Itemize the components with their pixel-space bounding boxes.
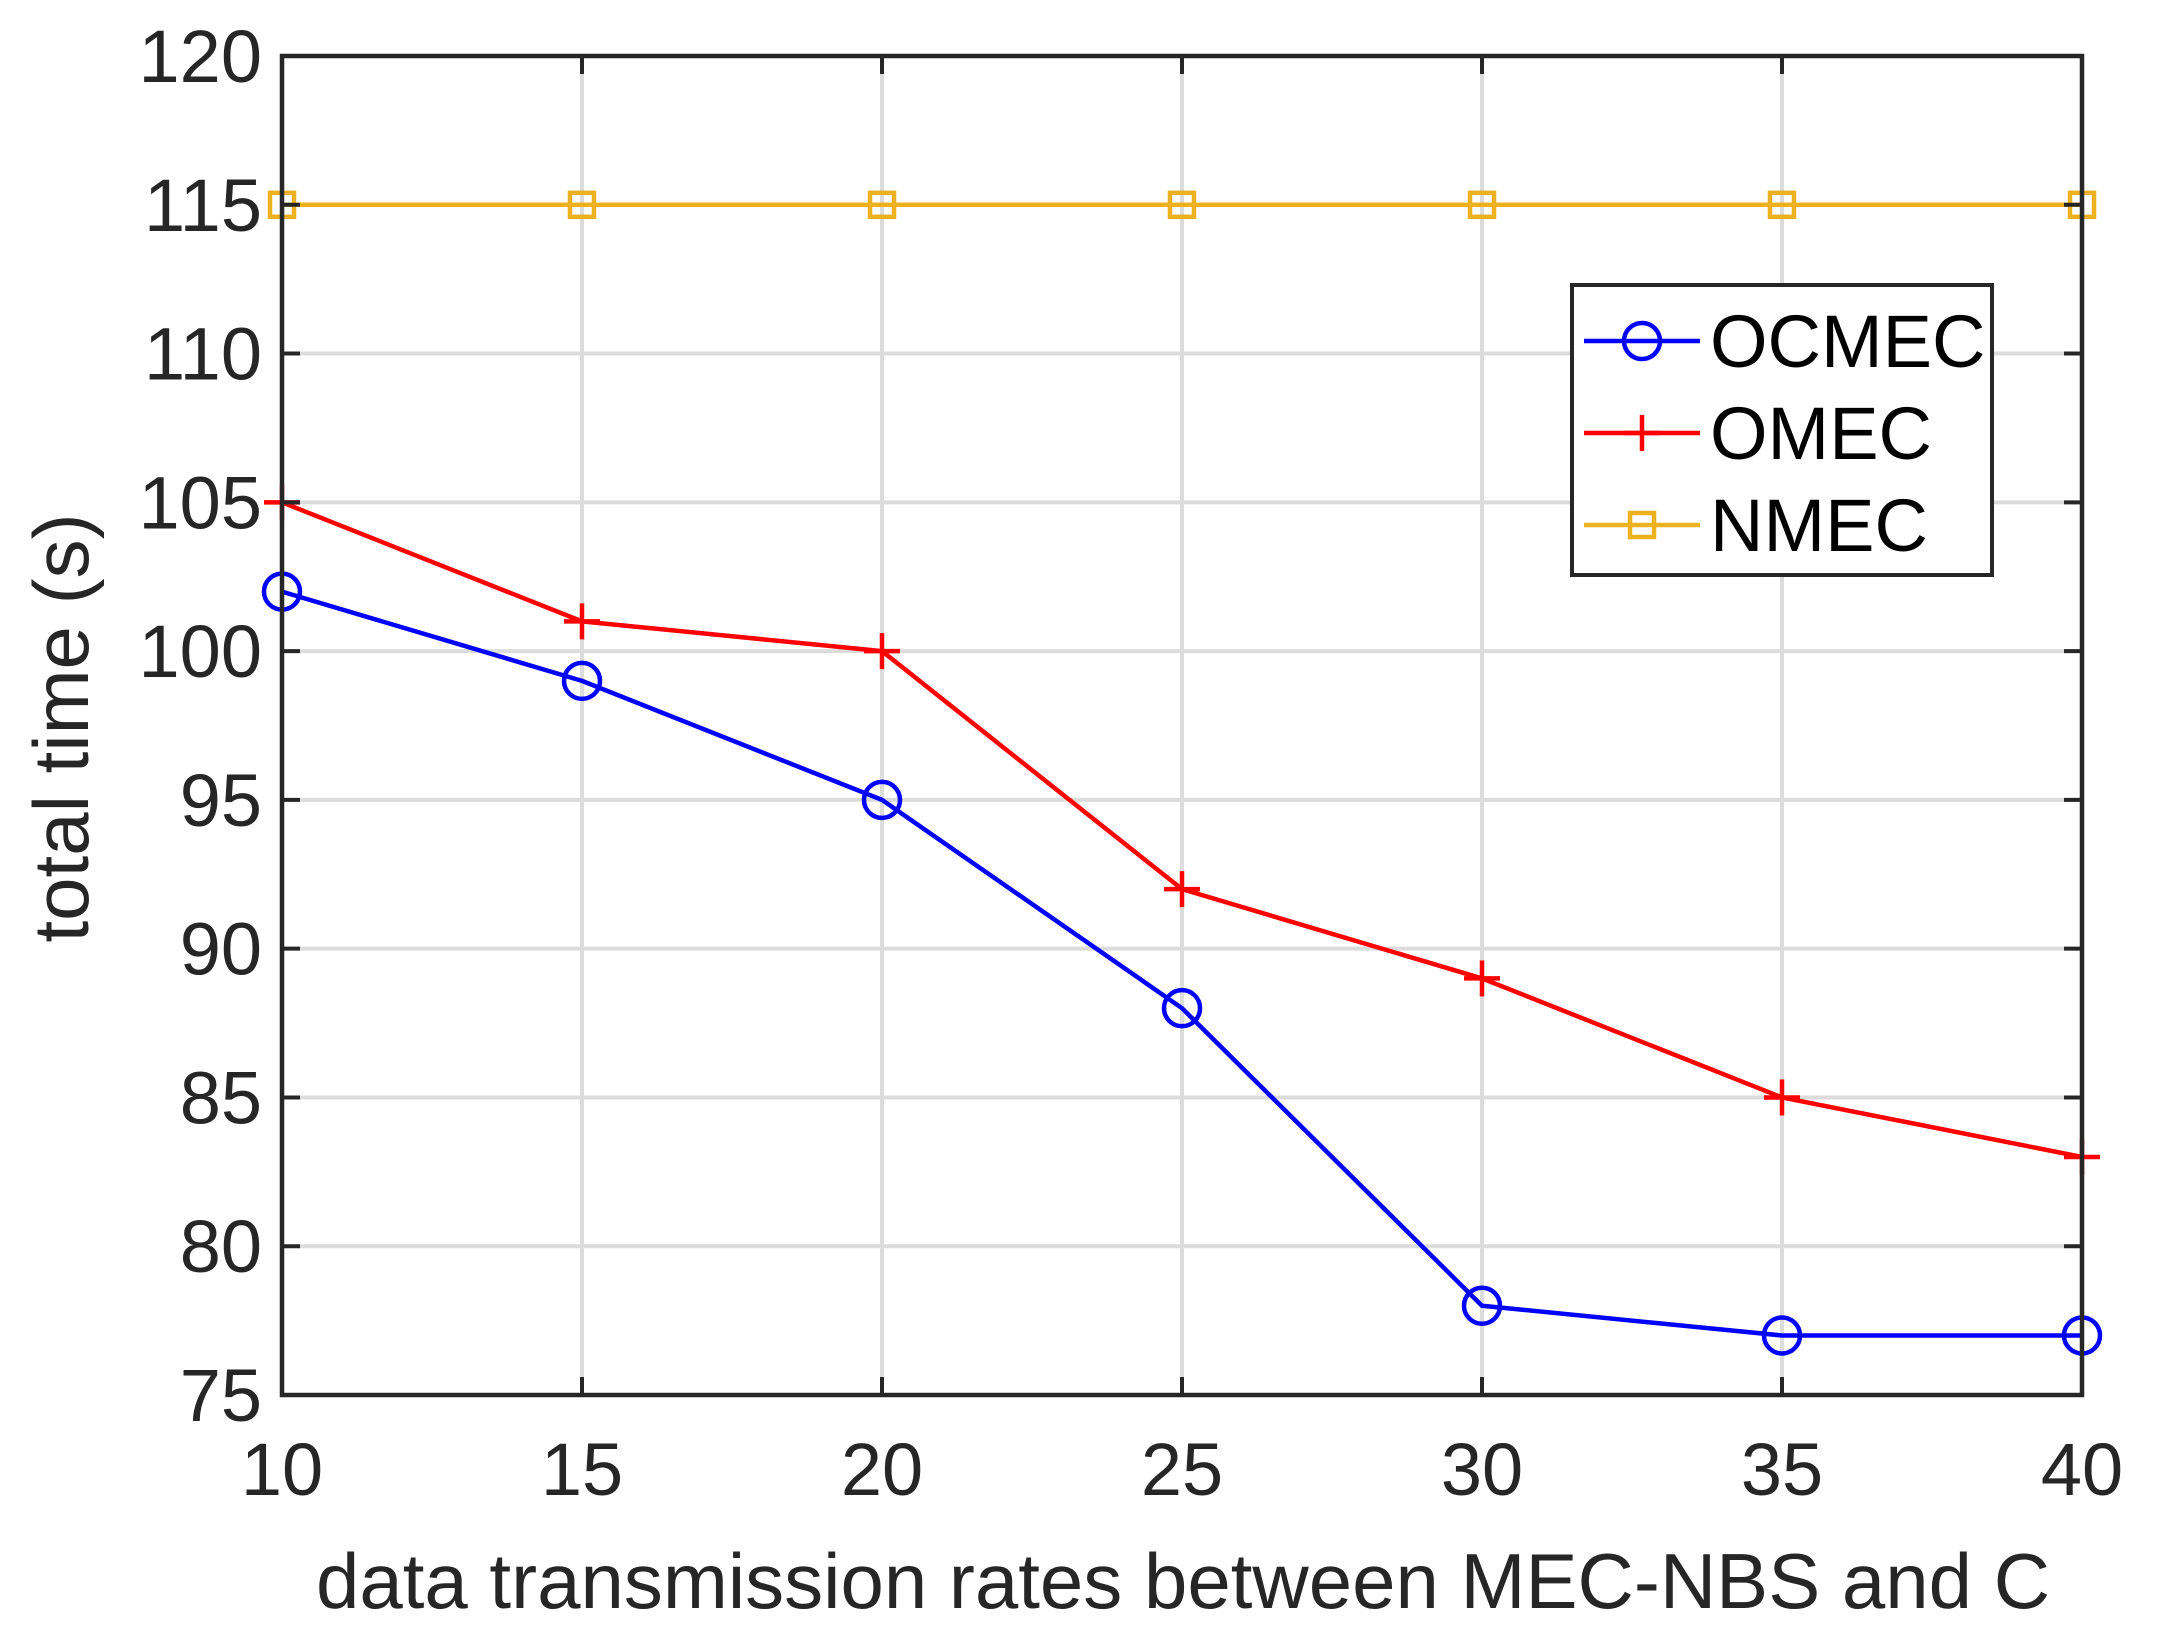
circle-marker	[861, 779, 903, 821]
plus-marker	[1764, 1079, 1800, 1116]
square-marker	[1627, 510, 1657, 540]
x-tick-label: 10	[241, 1428, 323, 1511]
tick-labels: 10 15 20 25 30 35 40 75 80 85 90 95 100 105 110 115 120	[139, 15, 2124, 1511]
axes	[279, 53, 2085, 1398]
legend-item-ocmec: OCMEC	[1584, 300, 1985, 383]
y-tick-label: 105	[139, 461, 262, 544]
y-tick-label: 85	[180, 1056, 262, 1139]
x-tick-label: 30	[1441, 1428, 1523, 1511]
y-axis-label: total time (s)	[17, 513, 105, 942]
legend-label-ocmec: OCMEC	[1710, 300, 1985, 383]
square-marker	[1167, 190, 1197, 220]
circle-marker	[561, 660, 603, 702]
circle-marker	[1621, 320, 1663, 362]
x-tick-label: 20	[841, 1428, 923, 1511]
x-tick-label: 35	[1741, 1428, 1823, 1511]
y-tick-label: 90	[180, 908, 262, 991]
x-tick-label: 15	[541, 1428, 623, 1511]
square-marker	[1467, 190, 1497, 220]
legend-item-omec: OMEC	[1584, 392, 1932, 475]
legend-label-nmec: NMEC	[1710, 484, 1928, 567]
circle-marker	[1161, 987, 1203, 1029]
y-tick-label: 115	[144, 164, 262, 247]
legend: OCMEC OMEC NMEC	[1570, 283, 1994, 577]
square-marker	[867, 190, 897, 220]
series-line-ocmec	[281, 589, 2082, 1338]
plot-series	[261, 190, 2103, 1356]
y-tick-label: 80	[180, 1205, 262, 1288]
plus-marker	[1464, 960, 1500, 997]
plus-marker	[1624, 415, 1660, 451]
plus-marker	[1164, 871, 1200, 908]
x-tick-label: 40	[2041, 1428, 2123, 1511]
square-marker	[567, 190, 597, 220]
x-tick-label: 25	[1141, 1428, 1223, 1511]
legend-label-omec: OMEC	[1710, 392, 1932, 475]
y-tick-label: 110	[144, 313, 262, 396]
plus-marker	[864, 633, 900, 670]
y-tick-label: 95	[180, 759, 262, 842]
circle-marker	[1761, 1315, 1803, 1356]
y-tick-label: 75	[180, 1354, 262, 1437]
circle-marker	[1461, 1285, 1503, 1326]
x-axis-label: data transmission rates between MEC-NBS …	[316, 1537, 2050, 1625]
plus-marker	[564, 603, 600, 640]
y-tick-label: 100	[139, 610, 262, 693]
y-tick-label: 120	[139, 15, 262, 98]
square-marker	[1767, 190, 1797, 220]
legend-item-nmec: NMEC	[1584, 484, 1928, 567]
